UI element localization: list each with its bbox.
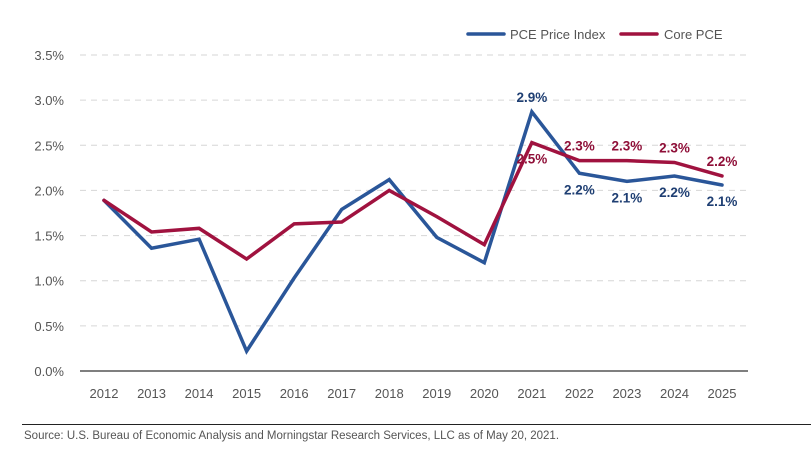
y-tick-label: 1.0% [34, 274, 64, 289]
data-label: 2.2% [659, 185, 690, 200]
x-tick-label: 2014 [185, 386, 214, 401]
x-tick-label: 2021 [517, 386, 546, 401]
data-label: 2.1% [612, 190, 643, 205]
gridlines [80, 54, 748, 327]
data-labels: 2.9% 2.2% 2.1% 2.2% 2.1% 2.5% 2.3% 2.3% 2.3% 2.2% [516, 90, 737, 209]
x-axis: 2012 2013 2014 2015 2016 2017 2018 2019 2020 2021… [90, 386, 737, 401]
y-tick-label: 1.5% [34, 229, 64, 244]
series-lines [102, 108, 724, 355]
series-line-core [102, 140, 724, 262]
y-tick-label: 2.5% [34, 138, 64, 153]
x-tick-label: 2025 [708, 386, 737, 401]
source-note: Source: U.S. Bureau of Economic Analysis… [24, 430, 560, 442]
legend: PCE Price Index Core PCE [466, 27, 723, 42]
data-label: 2.3% [564, 139, 595, 154]
x-tick-label: 2018 [375, 386, 404, 401]
y-tick-label: 0.0% [34, 364, 64, 379]
x-tick-label: 2016 [280, 386, 309, 401]
series-line-pce [102, 108, 724, 355]
data-label: 2.2% [564, 182, 595, 197]
x-tick-label: 2024 [660, 386, 689, 401]
x-tick-label: 2015 [232, 386, 261, 401]
data-label: 2.9% [516, 90, 547, 105]
data-label: 2.1% [707, 194, 738, 209]
x-tick-label: 2017 [327, 386, 356, 401]
y-tick-label: 3.0% [34, 93, 64, 108]
data-label: 2.5% [516, 152, 547, 167]
legend-label-core: Core PCE [664, 27, 723, 42]
y-tick-label: 0.5% [34, 319, 64, 334]
footer-divider [22, 424, 811, 425]
data-label: 2.2% [707, 154, 738, 169]
x-tick-label: 2019 [422, 386, 451, 401]
x-tick-label: 2012 [90, 386, 119, 401]
y-tick-label: 3.5% [34, 48, 64, 63]
legend-label-pce: PCE Price Index [510, 27, 606, 42]
x-tick-label: 2022 [565, 386, 594, 401]
y-axis: 0.0% 0.5% 1.0% 1.5% 2.0% 2.5% 3.0% 3.5% [34, 48, 64, 379]
y-tick-label: 2.0% [34, 183, 64, 198]
data-label: 2.3% [659, 140, 690, 155]
data-label: 2.3% [612, 139, 643, 154]
x-tick-label: 2020 [470, 386, 499, 401]
x-tick-label: 2023 [612, 386, 641, 401]
x-tick-label: 2013 [137, 386, 166, 401]
